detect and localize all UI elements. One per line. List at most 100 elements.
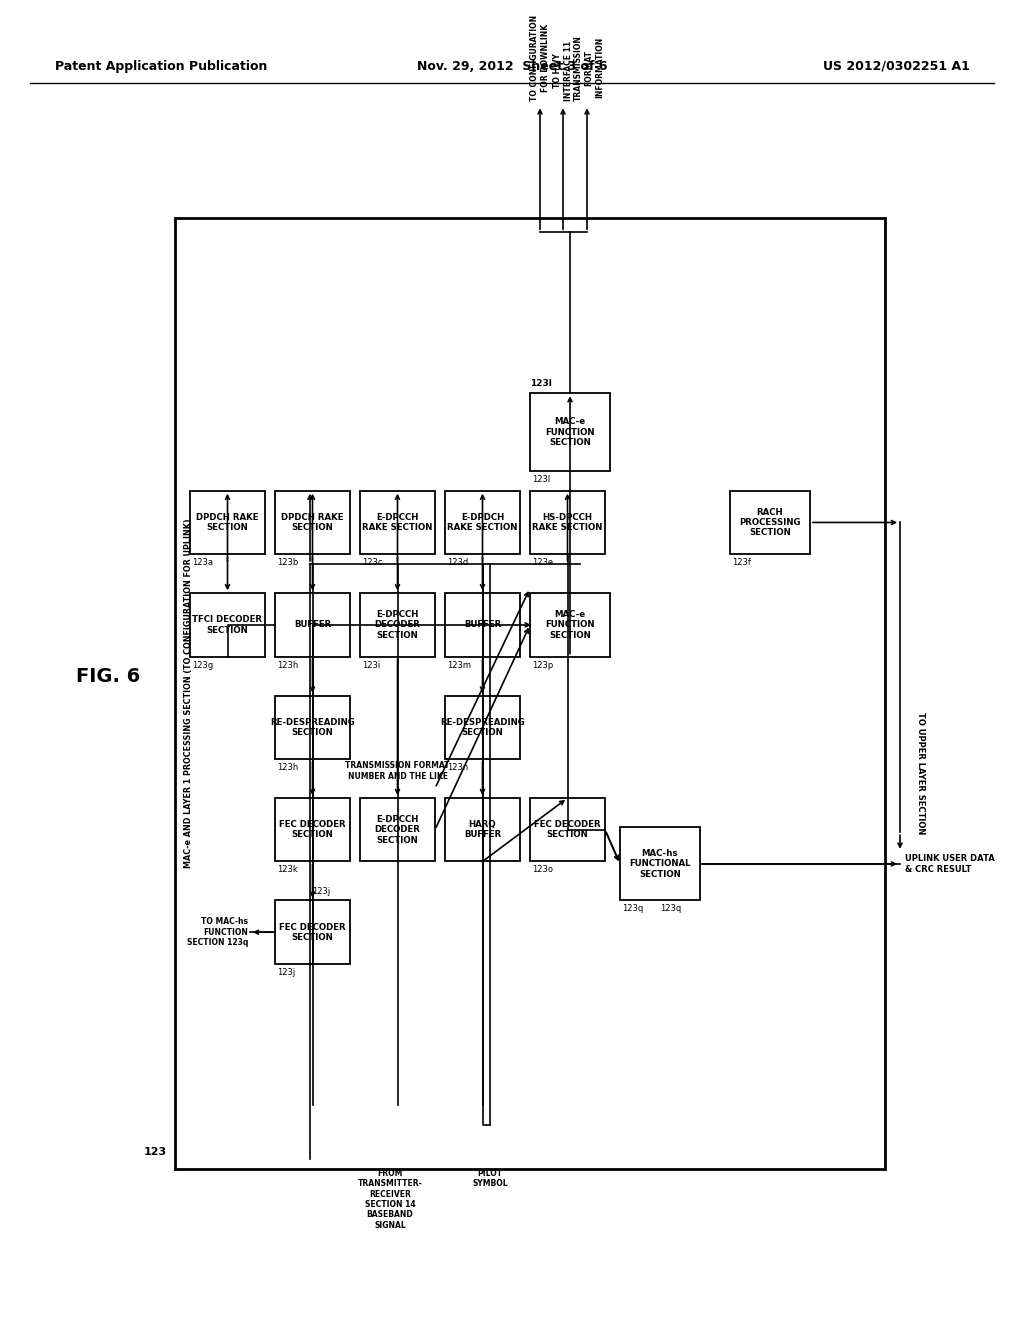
Bar: [620, 828, 700, 900]
Text: E-DPCCH: E-DPCCH: [376, 814, 419, 824]
Text: 123f: 123f: [732, 558, 751, 568]
Bar: [275, 900, 350, 964]
Text: E-DPDCH: E-DPDCH: [461, 513, 504, 521]
Text: TFCI DECODER: TFCI DECODER: [193, 615, 262, 624]
Text: PILOT
SYMBOL: PILOT SYMBOL: [472, 1168, 508, 1188]
Text: SECTION: SECTION: [377, 836, 419, 845]
Bar: [275, 593, 350, 656]
Text: FROM
TRANSMITTER-
RECEIVER
SECTION 14
BASEBAND
SIGNAL: FROM TRANSMITTER- RECEIVER SECTION 14 BA…: [357, 1168, 422, 1230]
Text: FEC DECODER: FEC DECODER: [535, 820, 601, 829]
Bar: [445, 593, 520, 656]
Text: 123i: 123i: [362, 660, 380, 669]
Text: SECTION: SECTION: [462, 727, 504, 737]
Text: BUFFER: BUFFER: [464, 830, 501, 840]
Bar: [530, 593, 610, 656]
Text: 123: 123: [144, 1147, 167, 1158]
Text: 123c: 123c: [362, 558, 383, 568]
Text: MAC-e AND LAYER 1 PROCESSING SECTION (TO CONFIGURATION FOR UPLINK): MAC-e AND LAYER 1 PROCESSING SECTION (TO…: [183, 519, 193, 869]
Text: RAKE SECTION: RAKE SECTION: [532, 523, 603, 532]
Bar: [730, 491, 810, 554]
Bar: [445, 491, 520, 554]
Text: SECTION: SECTION: [292, 523, 334, 532]
Text: DPDCH RAKE: DPDCH RAKE: [282, 513, 344, 521]
Text: RAKE SECTION: RAKE SECTION: [447, 523, 518, 532]
Bar: [275, 696, 350, 759]
Text: RE-DESPREADING: RE-DESPREADING: [270, 718, 355, 727]
Text: 123a: 123a: [193, 558, 213, 568]
Text: Patent Application Publication: Patent Application Publication: [55, 59, 267, 73]
Bar: [360, 593, 435, 656]
Text: DECODER: DECODER: [375, 620, 421, 630]
Text: TO MAC-hs
FUNCTION
SECTION 123q: TO MAC-hs FUNCTION SECTION 123q: [186, 917, 248, 948]
Bar: [530, 799, 605, 862]
Text: RAKE SECTION: RAKE SECTION: [362, 523, 433, 532]
Text: E-DPCCH: E-DPCCH: [376, 610, 419, 619]
Bar: [175, 218, 885, 1168]
Bar: [360, 799, 435, 862]
Text: 123g: 123g: [193, 660, 213, 669]
Text: 123l: 123l: [532, 475, 550, 484]
Text: SECTION: SECTION: [207, 523, 249, 532]
Text: BUFFER: BUFFER: [294, 620, 331, 630]
Text: E-DPCCH: E-DPCCH: [376, 513, 419, 521]
Text: FUNCTION: FUNCTION: [545, 620, 595, 630]
Text: 123e: 123e: [532, 558, 553, 568]
Text: 123j: 123j: [312, 887, 331, 895]
Text: 123d: 123d: [447, 558, 468, 568]
Text: MAC-e: MAC-e: [554, 417, 586, 426]
Text: 123n: 123n: [447, 763, 468, 772]
Text: TO CONFIGURATION
FOR DOWNLINK: TO CONFIGURATION FOR DOWNLINK: [530, 15, 550, 100]
Text: SECTION: SECTION: [639, 870, 681, 879]
Text: 123h: 123h: [278, 660, 298, 669]
Text: MAC-e: MAC-e: [554, 610, 586, 619]
Text: 123j: 123j: [278, 968, 295, 977]
Text: TO HWY
INTERFACE 11: TO HWY INTERFACE 11: [553, 41, 572, 100]
Bar: [445, 799, 520, 862]
Text: UPLINK USER DATA
& CRC RESULT: UPLINK USER DATA & CRC RESULT: [905, 854, 994, 874]
Text: TRANSMISSION
FORMAT
INFORMATION: TRANSMISSION FORMAT INFORMATION: [574, 34, 604, 100]
Text: FEC DECODER: FEC DECODER: [280, 923, 346, 932]
Text: FUNCTIONAL: FUNCTIONAL: [630, 859, 691, 869]
Text: SECTION: SECTION: [292, 933, 334, 942]
Text: 123q: 123q: [622, 904, 643, 913]
Text: TRANSMISSION FORMAT
NUMBER AND THE LIKE: TRANSMISSION FORMAT NUMBER AND THE LIKE: [345, 762, 450, 780]
Bar: [190, 593, 265, 656]
Bar: [275, 799, 350, 862]
Text: SECTION: SECTION: [292, 830, 334, 840]
Text: 123o: 123o: [532, 866, 553, 874]
Text: PROCESSING: PROCESSING: [739, 517, 801, 527]
Bar: [530, 491, 605, 554]
Text: RACH: RACH: [757, 508, 783, 516]
Text: 123l: 123l: [530, 379, 552, 388]
Text: FEC DECODER: FEC DECODER: [280, 820, 346, 829]
Bar: [530, 393, 610, 471]
Text: SECTION: SECTION: [549, 438, 591, 447]
Text: HARQ: HARQ: [469, 820, 497, 829]
Text: US 2012/0302251 A1: US 2012/0302251 A1: [823, 59, 970, 73]
Text: TO UPPER LAYER SECTION: TO UPPER LAYER SECTION: [915, 713, 925, 834]
Text: 123q: 123q: [660, 904, 681, 913]
Bar: [360, 491, 435, 554]
Text: HS-DPCCH: HS-DPCCH: [543, 513, 593, 521]
Text: MAC-hs: MAC-hs: [642, 849, 678, 858]
Text: 123h: 123h: [278, 763, 298, 772]
Text: 123m: 123m: [447, 660, 471, 669]
Text: FUNCTION: FUNCTION: [545, 428, 595, 437]
Text: SECTION: SECTION: [292, 727, 334, 737]
Text: SECTION: SECTION: [750, 528, 791, 537]
Text: DPDCH RAKE: DPDCH RAKE: [197, 513, 259, 521]
Text: SECTION: SECTION: [549, 631, 591, 640]
Text: RE-DESPREADING: RE-DESPREADING: [440, 718, 525, 727]
Bar: [445, 696, 520, 759]
Bar: [190, 491, 265, 554]
Bar: [275, 491, 350, 554]
Text: 123b: 123b: [278, 558, 298, 568]
Text: SECTION: SECTION: [207, 626, 249, 635]
Text: FIG. 6: FIG. 6: [76, 667, 140, 685]
Text: BUFFER: BUFFER: [464, 620, 501, 630]
Text: Nov. 29, 2012  Sheet 3 of 6: Nov. 29, 2012 Sheet 3 of 6: [417, 59, 607, 73]
Text: DECODER: DECODER: [375, 825, 421, 834]
Text: 123k: 123k: [278, 866, 298, 874]
Text: SECTION: SECTION: [377, 631, 419, 640]
Text: 123p: 123p: [532, 660, 553, 669]
